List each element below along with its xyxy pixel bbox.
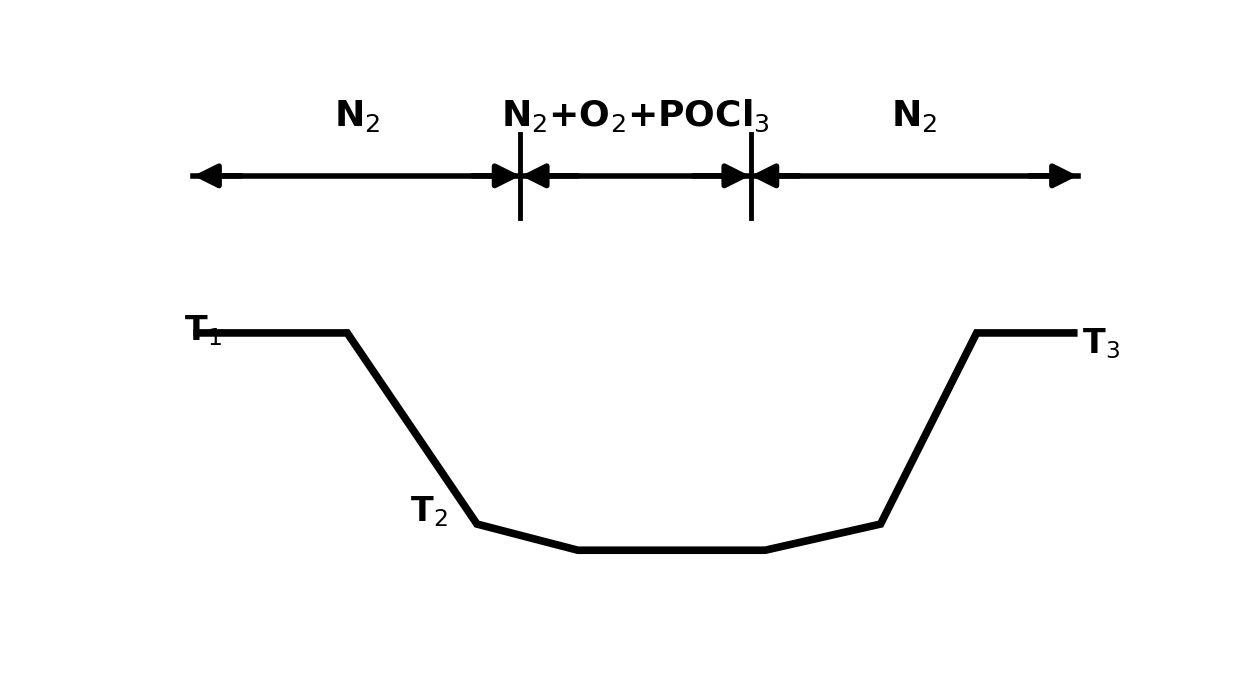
Text: N$_2$: N$_2$ [892, 98, 937, 134]
Text: N$_2$: N$_2$ [334, 98, 379, 134]
Text: T$_3$: T$_3$ [1083, 326, 1120, 361]
Text: T$_1$: T$_1$ [184, 313, 222, 347]
Text: N$_2$+O$_2$+POCl$_3$: N$_2$+O$_2$+POCl$_3$ [501, 98, 770, 134]
Text: T$_2$: T$_2$ [410, 494, 448, 529]
